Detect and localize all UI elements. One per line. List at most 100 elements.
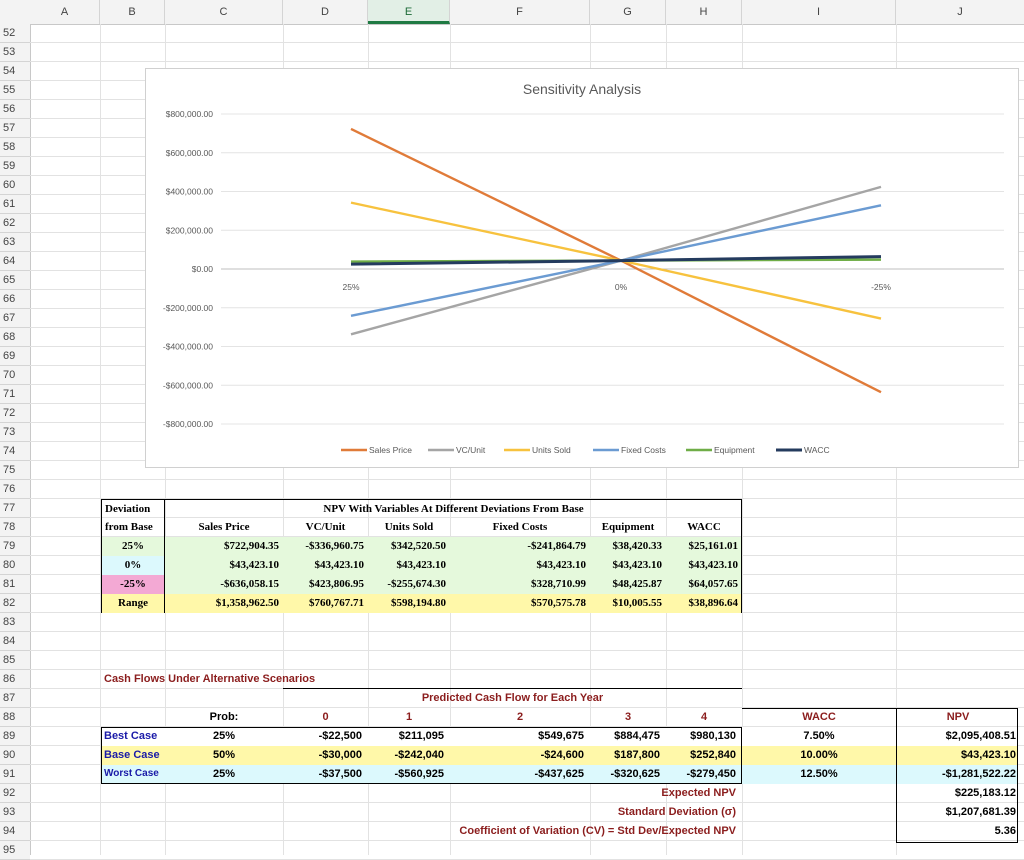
sensitivity-chart[interactable]: $800,000.00 $600,000.00 $400,000.00 $200,00… xyxy=(145,68,1019,468)
scenario-cash-flow[interactable]: -$22,500 xyxy=(318,730,362,742)
row-header[interactable]: 87 xyxy=(0,689,30,708)
sens-cell[interactable]: $328,710.99 xyxy=(531,578,586,590)
sens-cell[interactable]: $43,423.10 xyxy=(396,559,447,571)
column-header-g[interactable]: G xyxy=(590,0,666,24)
row-header[interactable]: 85 xyxy=(0,651,30,670)
row-header[interactable]: 58 xyxy=(0,138,30,157)
scenario-prob[interactable]: 25% xyxy=(212,768,236,780)
row-header[interactable]: 60 xyxy=(0,176,30,195)
column-header-d[interactable]: D xyxy=(283,0,368,24)
scenario-cash-flow[interactable]: $549,675 xyxy=(538,730,584,742)
row-header[interactable]: 63 xyxy=(0,233,30,252)
scenario-cash-flow[interactable]: $252,840 xyxy=(690,749,736,761)
scenario-cash-flow[interactable]: -$320,625 xyxy=(610,768,660,780)
scenario-cash-flow[interactable]: -$24,600 xyxy=(540,749,584,761)
row-header[interactable]: 80 xyxy=(0,556,30,575)
row-header[interactable]: 93 xyxy=(0,803,30,822)
row-header[interactable]: 94 xyxy=(0,822,30,841)
sens-cell[interactable]: $10,005.55 xyxy=(612,597,663,609)
sens-cell[interactable]: $38,420.33 xyxy=(612,540,663,552)
column-header-f[interactable]: F xyxy=(450,0,590,24)
sens-cell[interactable]: -$241,864.79 xyxy=(527,540,586,552)
scenario-wacc[interactable]: 10.00% xyxy=(800,749,838,761)
row-header[interactable]: 70 xyxy=(0,366,30,385)
row-header[interactable]: 61 xyxy=(0,195,30,214)
column-header-j[interactable]: J xyxy=(957,6,963,18)
row-header[interactable]: 53 xyxy=(0,43,30,62)
sens-cell[interactable]: $1,358,962.50 xyxy=(215,597,279,609)
column-header-e[interactable]: E xyxy=(368,0,450,24)
sens-cell[interactable]: $423,806.95 xyxy=(309,578,364,590)
sens-cell[interactable]: $570,575.78 xyxy=(531,597,586,609)
scenario-cash-flow[interactable]: -$279,450 xyxy=(686,768,736,780)
sens-cell[interactable]: $43,423.10 xyxy=(314,559,365,571)
sens-cell[interactable]: $342,520.50 xyxy=(391,540,446,552)
sens-cell[interactable]: $43,423.10 xyxy=(536,559,587,571)
sens-cell[interactable]: $598,194.80 xyxy=(391,597,446,609)
scenario-cash-flow[interactable]: $980,130 xyxy=(690,730,736,742)
column-header-h[interactable]: H xyxy=(666,0,742,24)
scenario-cash-flow[interactable]: $884,475 xyxy=(614,730,660,742)
scenario-cash-flow[interactable]: -$437,625 xyxy=(534,768,584,780)
scenario-npv[interactable]: $2,095,408.51 xyxy=(945,730,1016,742)
sens-row-label[interactable]: -25% xyxy=(102,575,164,594)
row-header[interactable]: 78 xyxy=(0,518,30,537)
row-header[interactable]: 71 xyxy=(0,385,30,404)
scenario-label[interactable]: Worst Case xyxy=(104,768,159,779)
row-header[interactable]: 54 xyxy=(0,62,30,81)
row-header[interactable]: 52 xyxy=(0,24,30,43)
row-header[interactable]: 95 xyxy=(0,841,30,860)
column-header-a[interactable]: A xyxy=(30,0,100,24)
row-header[interactable]: 66 xyxy=(0,290,30,309)
sens-cell[interactable]: $43,423.10 xyxy=(229,559,280,571)
scenario-wacc[interactable]: 7.50% xyxy=(803,730,835,742)
row-header[interactable]: 81 xyxy=(0,575,30,594)
scenario-cash-flow[interactable]: -$37,500 xyxy=(318,768,362,780)
sens-cell[interactable]: $25,161.01 xyxy=(688,540,739,552)
column-header-c[interactable]: C xyxy=(165,0,283,24)
row-header[interactable]: 86 xyxy=(0,670,30,689)
scenario-wacc[interactable]: 12.50% xyxy=(800,768,838,780)
expected-npv-value[interactable]: $225,183.12 xyxy=(954,787,1016,799)
sens-cell[interactable]: -$255,674.30 xyxy=(387,578,446,590)
sens-row-label[interactable]: 25% xyxy=(102,537,164,556)
scenario-cash-flow[interactable]: -$242,040 xyxy=(394,749,444,761)
row-header[interactable]: 69 xyxy=(0,347,30,366)
row-header[interactable]: 56 xyxy=(0,100,30,119)
scenario-prob[interactable]: 25% xyxy=(212,730,236,742)
row-header[interactable]: 92 xyxy=(0,784,30,803)
row-header[interactable]: 73 xyxy=(0,423,30,442)
scenario-label[interactable]: Best Case xyxy=(104,730,158,742)
row-header[interactable]: 67 xyxy=(0,309,30,328)
sens-cell[interactable]: $43,423.10 xyxy=(612,559,663,571)
row-header[interactable]: 88 xyxy=(0,708,30,727)
scenario-cash-flow[interactable]: -$560,925 xyxy=(394,768,444,780)
row-header[interactable]: 55 xyxy=(0,81,30,100)
row-header[interactable]: 90 xyxy=(0,746,30,765)
sens-cell[interactable]: $64,057.65 xyxy=(688,578,739,590)
row-header[interactable]: 62 xyxy=(0,214,30,233)
row-header[interactable]: 59 xyxy=(0,157,30,176)
row-header[interactable]: 89 xyxy=(0,727,30,746)
row-header[interactable]: 84 xyxy=(0,632,30,651)
scenario-prob[interactable]: 50% xyxy=(212,749,236,761)
row-header[interactable]: 77 xyxy=(0,499,30,518)
row-header[interactable]: 72 xyxy=(0,404,30,423)
row-header[interactable]: 64 xyxy=(0,252,30,271)
std-dev-value[interactable]: $1,207,681.39 xyxy=(945,806,1016,818)
sens-cell[interactable]: -$636,058.15 xyxy=(220,578,279,590)
sens-cell[interactable]: $48,425.87 xyxy=(612,578,663,590)
scenario-label[interactable]: Base Case xyxy=(104,749,160,761)
sens-cell[interactable]: $722,904.35 xyxy=(224,540,279,552)
row-header[interactable]: 83 xyxy=(0,613,30,632)
sens-row-label[interactable]: 0% xyxy=(102,556,164,575)
row-header[interactable]: 68 xyxy=(0,328,30,347)
row-header[interactable]: 91 xyxy=(0,765,30,784)
row-header[interactable]: 76 xyxy=(0,480,30,499)
column-header-i[interactable]: I xyxy=(742,0,896,24)
scenario-npv[interactable]: -$1,281,522.22 xyxy=(941,768,1016,780)
row-header[interactable]: 65 xyxy=(0,271,30,290)
cv-value[interactable]: 5.36 xyxy=(994,825,1016,837)
row-header[interactable]: 57 xyxy=(0,119,30,138)
scenario-cash-flow[interactable]: $211,095 xyxy=(398,730,444,742)
